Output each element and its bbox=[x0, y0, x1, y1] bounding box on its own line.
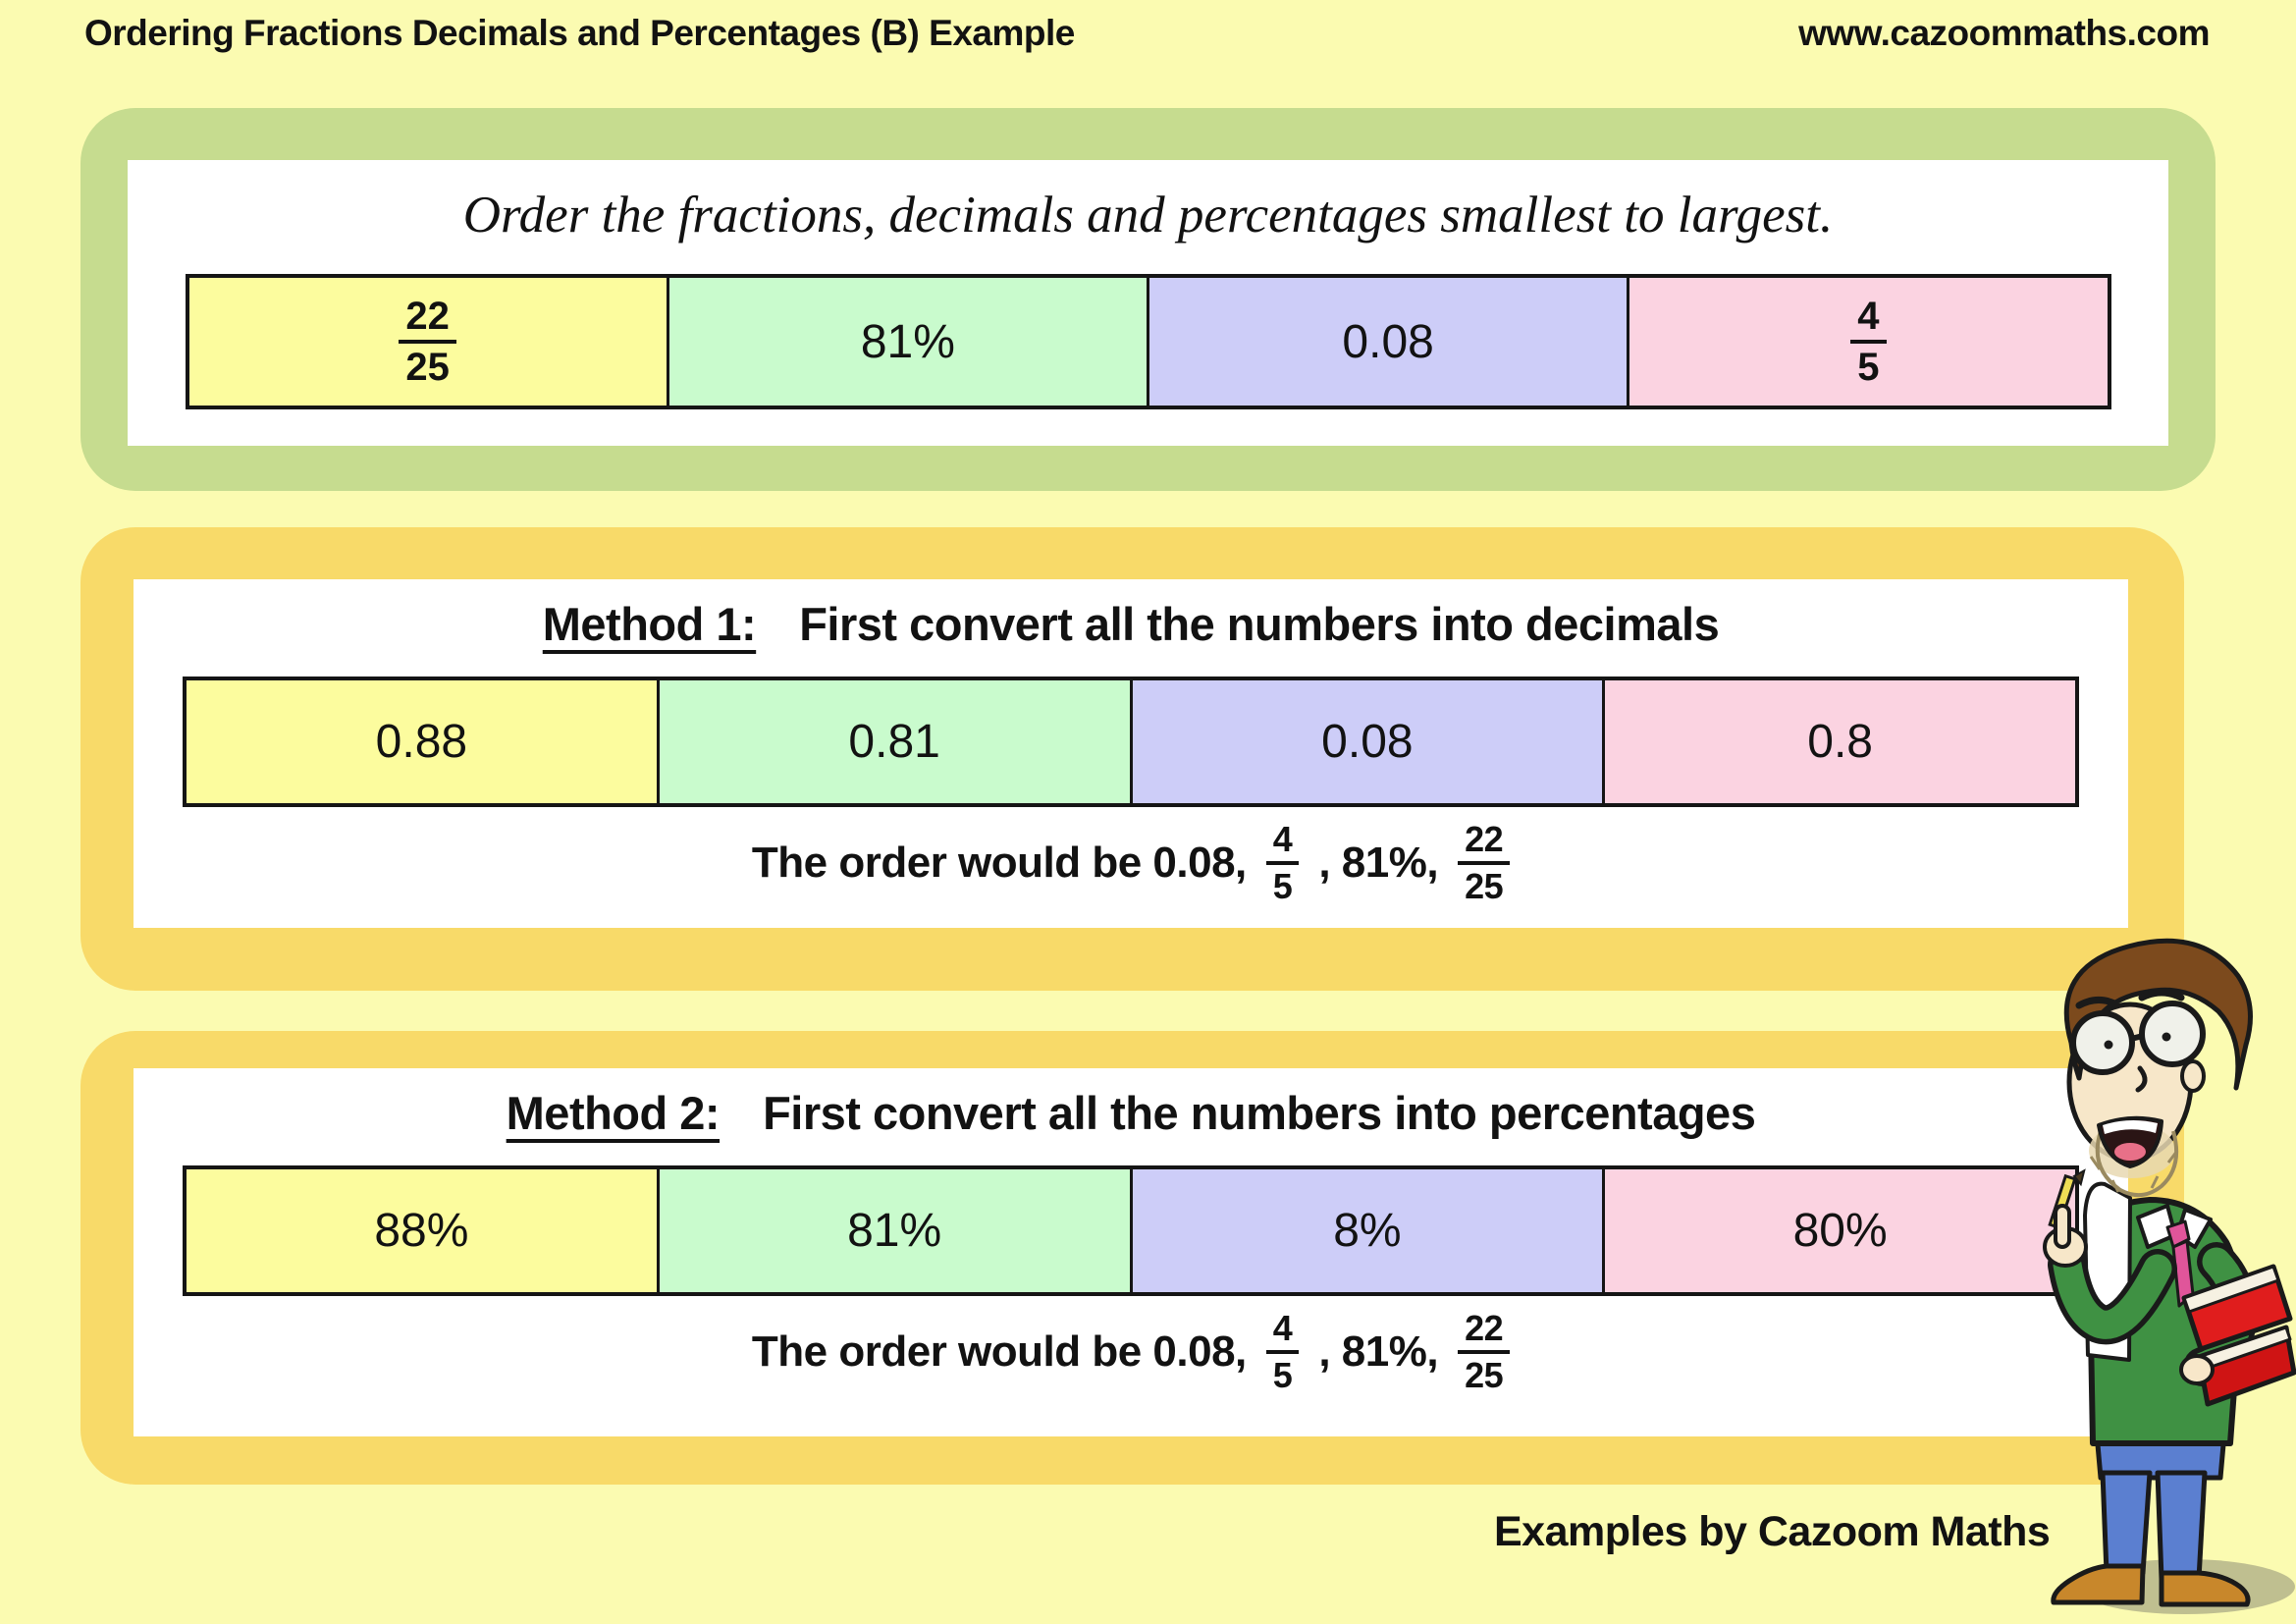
method1-table: 0.88 0.81 0.08 0.8 bbox=[183, 677, 2079, 807]
question-table: 22 25 81% 0.08 4 5 bbox=[185, 274, 2111, 409]
cell-value: 81% bbox=[860, 315, 955, 368]
order-fraction-4-5: 4 5 bbox=[1265, 821, 1300, 906]
order-separator: , 81%, bbox=[1318, 1326, 1439, 1376]
method2-cell-1: 88% bbox=[187, 1169, 657, 1292]
fraction-denominator: 25 bbox=[1465, 865, 1504, 906]
method1-cell-2: 0.81 bbox=[656, 680, 1130, 803]
fraction-numerator: 22 bbox=[1458, 1310, 1511, 1354]
method1-cell-3: 0.08 bbox=[1129, 680, 1603, 803]
method2-label: Method 2: bbox=[506, 1087, 721, 1139]
method1-heading: Method 1: First convert all the numbers … bbox=[542, 597, 1720, 651]
method2-cell-4: 80% bbox=[1602, 1169, 2075, 1292]
method2-heading: Method 2: First convert all the numbers … bbox=[507, 1086, 1756, 1140]
method2-order-statement: The order would be 0.08, 4 5 , 81%, 22 2… bbox=[751, 1310, 1511, 1395]
cell-value: 0.08 bbox=[1342, 315, 1434, 368]
fraction-denominator: 5 bbox=[1272, 865, 1293, 906]
fraction-numerator: 22 bbox=[1458, 821, 1511, 865]
credit-text: Examples by Cazoom Maths bbox=[1494, 1508, 2051, 1555]
method2-whitebox: Method 2: First convert all the numbers … bbox=[133, 1068, 2128, 1436]
fraction-numerator: 22 bbox=[399, 296, 456, 344]
question-cell-fraction-2: 4 5 bbox=[1627, 278, 2108, 406]
order-fraction-4-5: 4 5 bbox=[1265, 1310, 1300, 1395]
question-cell-decimal: 0.08 bbox=[1147, 278, 1628, 406]
method1-order-statement: The order would be 0.08, 4 5 , 81%, 22 2… bbox=[751, 821, 1511, 906]
question-whitebox: Order the fractions, decimals and percen… bbox=[128, 160, 2168, 446]
fraction-numerator: 4 bbox=[1265, 821, 1300, 865]
fraction-numerator: 4 bbox=[1850, 296, 1887, 344]
question-instruction: Order the fractions, decimals and percen… bbox=[462, 187, 1834, 244]
method2-cell-2: 81% bbox=[656, 1169, 1130, 1292]
cell-value: 81% bbox=[847, 1205, 942, 1257]
method2-cell-3: 8% bbox=[1129, 1169, 1603, 1292]
cell-value: 0.81 bbox=[848, 716, 940, 768]
method1-cell-4: 0.8 bbox=[1602, 680, 2075, 803]
cell-value: 0.88 bbox=[375, 716, 468, 768]
method1-panel: Method 1: First convert all the numbers … bbox=[80, 527, 2184, 991]
fraction-numerator: 4 bbox=[1265, 1310, 1300, 1354]
order-separator: , 81%, bbox=[1318, 838, 1439, 887]
fraction-22-25: 22 25 bbox=[399, 296, 456, 388]
method1-description: First convert all the numbers into decim… bbox=[799, 598, 1720, 650]
order-prefix: The order would be 0.08, bbox=[751, 1326, 1247, 1376]
fraction-denominator: 5 bbox=[1857, 346, 1880, 389]
order-prefix: The order would be 0.08, bbox=[751, 838, 1247, 887]
page-title: Ordering Fractions Decimals and Percenta… bbox=[84, 13, 1075, 53]
order-fraction-22-25: 22 25 bbox=[1458, 1310, 1511, 1395]
cell-value: 88% bbox=[374, 1205, 469, 1257]
cell-value: 80% bbox=[1792, 1205, 1888, 1257]
method1-cell-1: 0.88 bbox=[187, 680, 657, 803]
method1-whitebox: Method 1: First convert all the numbers … bbox=[133, 579, 2128, 928]
fraction-denominator: 25 bbox=[1465, 1354, 1504, 1395]
website-url: www.cazoommaths.com bbox=[1798, 13, 2210, 53]
fraction-denominator: 25 bbox=[405, 346, 450, 389]
cell-value: 0.8 bbox=[1807, 716, 1873, 768]
method2-table: 88% 81% 8% 80% bbox=[183, 1165, 2079, 1296]
question-panel: Order the fractions, decimals and percen… bbox=[80, 108, 2216, 491]
cell-value: 8% bbox=[1333, 1205, 1402, 1257]
method2-panel: Method 2: First convert all the numbers … bbox=[80, 1031, 2184, 1485]
method1-label: Method 1: bbox=[542, 598, 757, 650]
fraction-denominator: 5 bbox=[1272, 1354, 1293, 1395]
question-cell-percentage: 81% bbox=[666, 278, 1147, 406]
question-cell-fraction: 22 25 bbox=[188, 278, 667, 406]
order-fraction-22-25: 22 25 bbox=[1458, 821, 1511, 906]
method2-description: First convert all the numbers into perce… bbox=[763, 1087, 1756, 1139]
cell-value: 0.08 bbox=[1321, 716, 1414, 768]
fraction-4-5: 4 5 bbox=[1850, 296, 1887, 389]
